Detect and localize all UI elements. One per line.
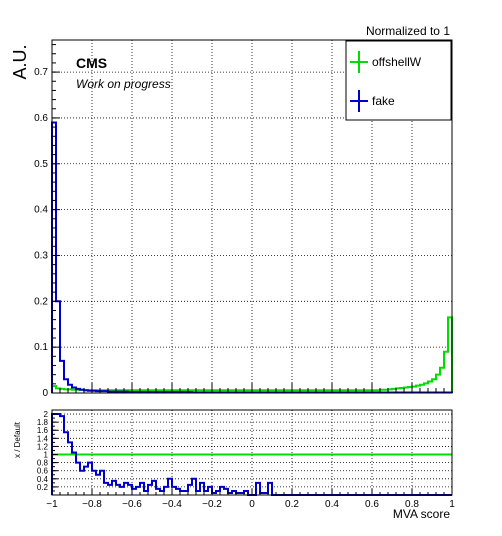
x-tick-label: 0.8 [405, 499, 419, 510]
legend-box [345, 40, 452, 121]
main-y-axis-label: A.U. [10, 44, 30, 79]
normalization-note: Normalized to 1 [366, 24, 450, 38]
x-tick-label: −0.4 [162, 499, 182, 510]
y-tick-label: 0.7 [34, 67, 48, 78]
y-tick-label: 0.2 [37, 483, 49, 492]
x-tick-label: 0 [249, 499, 255, 510]
x-tick-label: 0.4 [325, 499, 339, 510]
y-tick-label: 0.5 [34, 159, 48, 170]
y-tick-label: 0.1 [34, 342, 48, 353]
y-tick-label: 0.2 [34, 296, 48, 307]
y-tick-label: 1.4 [37, 434, 49, 443]
y-tick-label: 1 [44, 451, 49, 460]
main-x-ticks [51, 383, 453, 393]
legend-entry-background: fake [350, 90, 395, 112]
y-tick-label: 0 [42, 388, 48, 399]
x-tick-label: 0.2 [285, 499, 299, 510]
x-tick-label: −0.2 [202, 499, 222, 510]
y-tick-label: 1.8 [37, 418, 49, 427]
ratio-y-axis-label: x / Default [13, 421, 22, 458]
legend-label-signal: offshellW [372, 55, 422, 69]
ratio-grid [52, 410, 452, 495]
y-tick-label: 2 [44, 410, 49, 419]
ratio-panel: −1 −0.8 −0.6 −0.4 −0.2 0 0.2 0.4 0.6 0.8 1 0.20.40… [13, 409, 455, 521]
x-tick-label: −0.8 [82, 499, 102, 510]
y-tick-label: 1.2 [37, 442, 49, 451]
subtitle-label: Work on progress [76, 77, 171, 91]
y-tick-label: 0.6 [37, 467, 49, 476]
ratio-x-ticks: −1 −0.8 −0.6 −0.4 −0.2 0 0.2 0.4 0.6 0.8 1 [46, 489, 455, 510]
x-tick-label: 0.6 [365, 499, 379, 510]
y-tick-label: 0.4 [34, 205, 48, 216]
experiment-label: CMS [76, 55, 107, 71]
main-panel: 0 0.1 0.2 0.3 0.4 0.5 0.6 0.7 CMS Work on progr… [34, 39, 453, 399]
y-tick-label: 0.8 [37, 459, 49, 468]
x-axis-label: MVA score [393, 507, 450, 521]
x-tick-label: 1 [449, 499, 455, 510]
legend: offshellW fake [345, 40, 452, 121]
x-tick-label: −1 [46, 499, 58, 510]
main-y-ticks: 0 0.1 0.2 0.3 0.4 0.5 0.6 0.7 [34, 44, 60, 399]
y-tick-label: 0.3 [34, 250, 48, 261]
legend-label-background: fake [372, 94, 395, 108]
x-tick-label: −0.6 [122, 499, 142, 510]
y-tick-label: 1.6 [37, 426, 49, 435]
main-grid [52, 40, 452, 393]
ratio-y-ticks: 0.20.40.60.811.21.41.61.82 [37, 410, 58, 492]
y-tick-label: 0.6 [34, 113, 48, 124]
y-tick-label: 0.4 [37, 475, 49, 484]
legend-entry-signal: offshellW [350, 51, 422, 73]
